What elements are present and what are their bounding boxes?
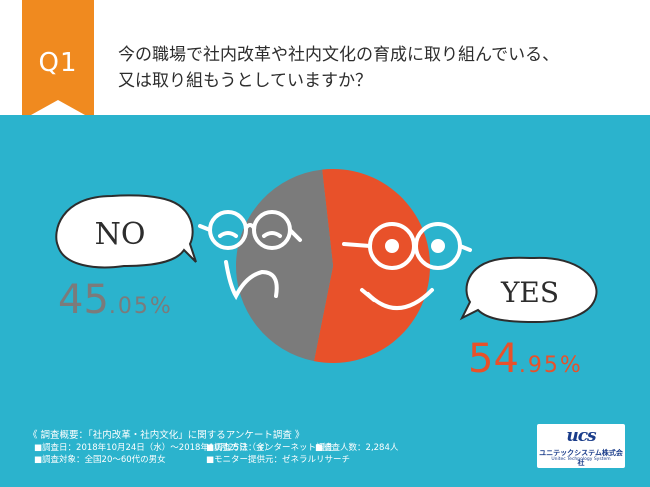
survey-notes: 《 調査概要：「社内改革・社内文化」に関するアンケート調査 》 ■調査日：201…: [28, 430, 398, 466]
notes-method: ■調査方法：インターネット調査: [206, 443, 334, 453]
logo-company-name: ユニテックシステム株式会社: [539, 449, 623, 467]
notes-provider: ■モニター提供元：ゼネラルリサーチ: [206, 455, 351, 465]
header: Q1 今の職場で社内改革や社内文化の育成に取り組んでいる、 又は取り組もうとして…: [0, 0, 650, 120]
notes-period: ■調査日：2018年10月24日（水）〜2018年10月25日（金）: [34, 443, 274, 453]
no-speech-bubble: NO: [55, 194, 197, 269]
notes-count: ■調査人数：2,284人: [315, 443, 399, 453]
no-bubble-label: NO: [95, 217, 146, 252]
no-percent-int: 45: [58, 277, 109, 323]
sad-face-icon: [198, 210, 302, 301]
question-text-line1: 今の職場で社内改革や社内文化の育成に取り組んでいる、: [118, 45, 560, 65]
logo-company-sub: Unitec Technology System: [551, 457, 611, 462]
notes-target: ■調査対象：全国20〜60代の男女: [34, 455, 166, 465]
pie-slice-no: [236, 169, 333, 362]
company-logo: ucs ユニテックシステム株式会社 Unitec Technology Syst…: [537, 424, 625, 468]
yes-bubble-label: YES: [500, 276, 559, 309]
pie-slice-yes: [313, 168, 431, 363]
yes-percent-frac: .95%: [519, 353, 583, 378]
no-percent-label: 45.05%: [58, 277, 173, 323]
yes-percent-int: 54: [468, 336, 519, 382]
question-number: Q1: [38, 48, 78, 78]
smile-face-icon: [342, 222, 472, 310]
question-badge: [22, 0, 94, 120]
question-text-line2: 又は取り組もうとしていますか？: [118, 71, 372, 91]
yes-speech-bubble: YES: [459, 256, 598, 324]
notes-title: 《 調査概要：「社内改革・社内文化」に関するアンケート調査 》: [28, 430, 305, 441]
logo-mark: ucs: [566, 426, 596, 446]
yes-percent-label: 54.95%: [468, 336, 583, 382]
no-percent-frac: .05%: [109, 294, 173, 319]
